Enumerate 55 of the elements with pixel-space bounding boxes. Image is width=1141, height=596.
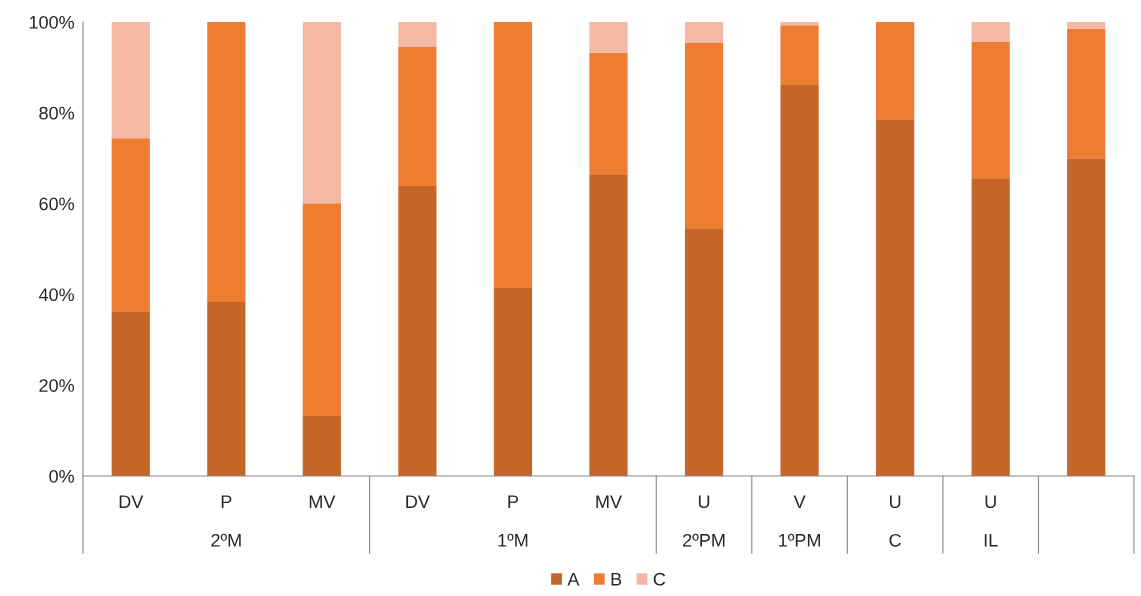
x-tick-label: P bbox=[508, 495, 519, 508]
y-tick-label: 80% bbox=[39, 106, 75, 120]
bar bbox=[493, 288, 533, 476]
text: 1ºM bbox=[498, 533, 528, 547]
y-tick-label: 20% bbox=[39, 379, 75, 392]
text: C bbox=[889, 533, 901, 547]
bar bbox=[302, 416, 341, 476]
bar bbox=[589, 22, 628, 53]
bar bbox=[1067, 158, 1106, 476]
bar bbox=[111, 311, 150, 476]
text: IL bbox=[984, 534, 998, 547]
bar bbox=[876, 22, 915, 120]
x-tick-label: DV bbox=[119, 495, 144, 508]
bar bbox=[780, 85, 819, 476]
bar bbox=[1067, 28, 1106, 159]
x-tick-label: V bbox=[793, 495, 806, 508]
bar bbox=[684, 42, 724, 230]
bar bbox=[398, 46, 437, 186]
x-tick-label: DV bbox=[406, 495, 430, 508]
bar bbox=[684, 229, 724, 476]
x-tick-label: MV bbox=[309, 495, 336, 508]
bar bbox=[398, 22, 437, 47]
bar bbox=[398, 185, 437, 476]
text: 1ºPM bbox=[779, 533, 820, 547]
bar bbox=[589, 175, 628, 476]
y-tick-label: 40% bbox=[38, 288, 75, 302]
bar bbox=[111, 22, 150, 139]
legend-label: C bbox=[653, 572, 666, 586]
bar bbox=[971, 22, 1010, 42]
x-tick-label: P bbox=[221, 495, 232, 508]
bar bbox=[111, 138, 150, 312]
bar bbox=[302, 22, 341, 204]
bar bbox=[876, 119, 915, 476]
legend-label: A bbox=[567, 572, 580, 586]
bar bbox=[780, 22, 819, 26]
bar bbox=[589, 52, 628, 175]
legend-label: B bbox=[611, 572, 622, 586]
y-tick-label: 0% bbox=[49, 469, 75, 483]
x-tick-label: U bbox=[985, 495, 996, 509]
x-tick-label: U bbox=[698, 495, 710, 509]
bar bbox=[302, 203, 341, 417]
y-tick-label: 60% bbox=[39, 197, 75, 211]
x-tick-label: U bbox=[890, 495, 901, 509]
bar bbox=[684, 22, 724, 43]
bar bbox=[493, 22, 533, 289]
text: 2ºM bbox=[211, 533, 241, 547]
bar bbox=[971, 179, 1010, 476]
text: 2ºPM bbox=[683, 533, 725, 547]
y-tick-label: 100% bbox=[29, 15, 75, 29]
bar bbox=[207, 302, 246, 476]
bar bbox=[1067, 22, 1106, 29]
bar bbox=[971, 41, 1010, 180]
bar bbox=[780, 25, 819, 86]
bar bbox=[207, 22, 246, 303]
x-tick-label: MV bbox=[596, 495, 622, 508]
